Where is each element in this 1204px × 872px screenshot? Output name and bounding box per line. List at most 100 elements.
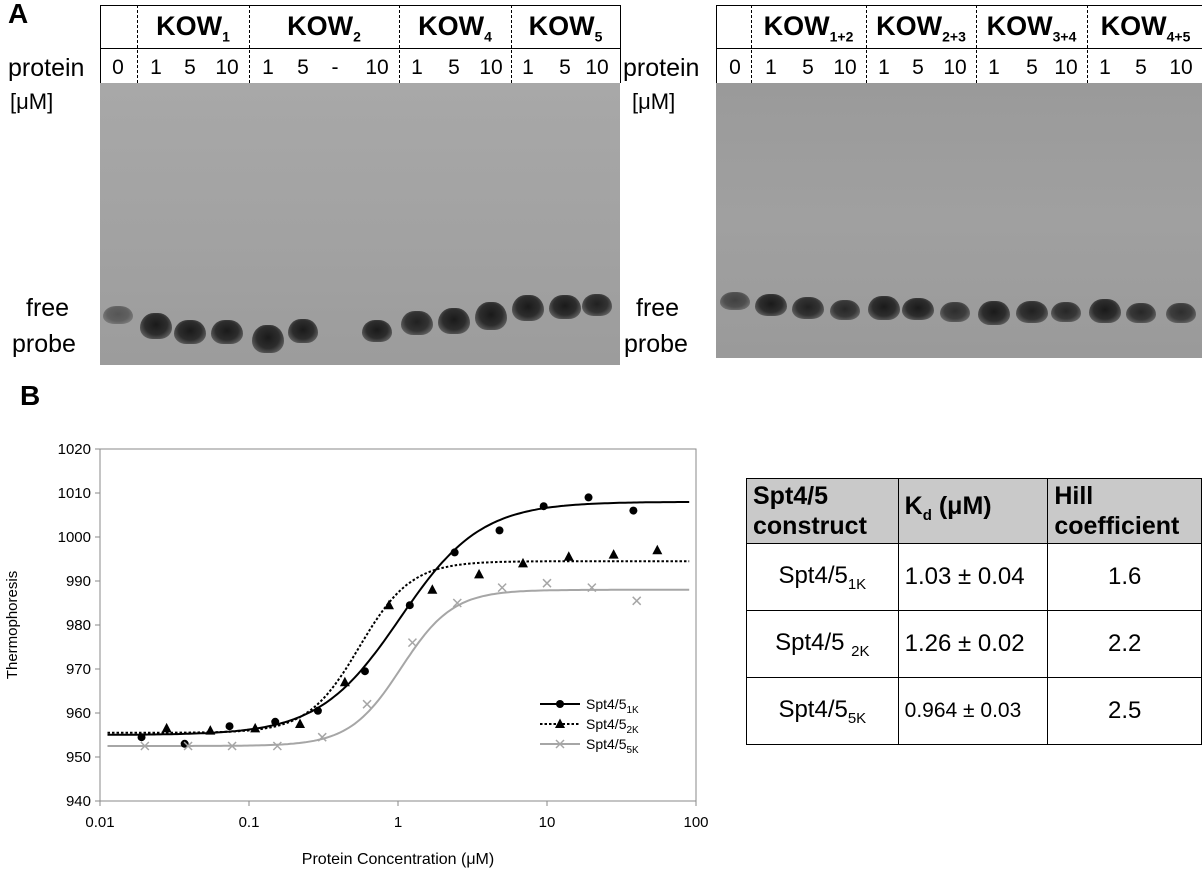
data-point-1k: [313, 706, 322, 715]
lane-label: 1: [988, 56, 1000, 79]
cell-hill: 2.5: [1047, 677, 1202, 745]
x-tick-label: 100: [683, 814, 708, 831]
kd-table-header-row: Spt4/5 construct Kd (μM) Hill coefficient: [746, 478, 1202, 544]
data-point-1k: [584, 493, 593, 502]
data-point-5k: [272, 741, 282, 751]
x-tick-label: 10: [539, 814, 556, 831]
data-point-5k: [542, 578, 552, 588]
data-point-1k: [180, 739, 189, 748]
lane-label: 10: [1169, 56, 1193, 79]
gel-band: [792, 297, 824, 319]
y-tick-label: 960: [66, 705, 91, 722]
cell-kd: 0.964 ± 0.03: [897, 677, 1049, 745]
gel-band: [438, 308, 470, 334]
lane-label: 1: [150, 56, 162, 79]
left-header-kow4: KOW4: [418, 11, 492, 45]
right-probe-label: probe: [624, 330, 688, 358]
lane-label: 1: [765, 56, 777, 79]
gel-band: [401, 311, 433, 335]
x-tick-label: 1: [394, 814, 402, 831]
table-row-1k: Spt4/51K 1.03 ± 0.04 1.6: [746, 543, 1202, 611]
y-tick-label: 1010: [58, 485, 91, 502]
x-tick-label: 0.1: [239, 814, 260, 831]
gel-band: [755, 294, 787, 316]
gel-band: [211, 320, 243, 344]
panel-b-label: B: [20, 380, 41, 411]
lane-label: 10: [215, 56, 239, 79]
lane-label: 1: [522, 56, 534, 79]
gel-band: [1051, 302, 1081, 322]
x-axis-label: Protein Concentration (μM): [302, 851, 494, 868]
lane-label: 1: [878, 56, 890, 79]
gel-band: [288, 319, 318, 343]
right-header-kow4-5: KOW4+5: [1100, 11, 1191, 45]
lane-label: 0: [112, 56, 124, 79]
data-point-5k: [452, 598, 462, 608]
gel-band: [830, 300, 860, 320]
data-point-5k: [497, 583, 507, 593]
data-point-1k: [225, 722, 234, 731]
right-header-kow3-4: KOW3+4: [986, 11, 1077, 45]
data-point-1k: [450, 548, 459, 557]
gel-band: [940, 302, 970, 322]
y-tick-label: 940: [66, 793, 91, 810]
data-point-5k: [183, 741, 193, 751]
y-tick-label: 1000: [58, 529, 91, 546]
gel-band: [1016, 301, 1048, 323]
legend-marker: [555, 718, 565, 728]
lane-label: 1: [1099, 56, 1111, 79]
lane-label: 5: [448, 56, 460, 79]
data-point-2k: [427, 584, 438, 594]
data-point-2k: [161, 722, 172, 733]
data-point-1k: [271, 717, 280, 726]
lane-label: 1: [411, 56, 423, 79]
gel-band: [902, 298, 934, 320]
legend-label: Spt4/51K: [586, 696, 639, 716]
header-construct: Spt4/5 construct: [746, 478, 899, 544]
y-axis-label: Thermophoresis: [4, 571, 21, 679]
panel-a-label: A: [8, 0, 29, 29]
right-free-label: free: [636, 294, 680, 322]
left-header-kow1: KOW1: [156, 11, 230, 45]
data-point-2k: [652, 544, 663, 555]
y-tick-label: 1020: [58, 441, 91, 458]
cell-kd: 1.26 ± 0.02: [897, 610, 1049, 678]
data-point-5k: [362, 699, 372, 709]
lane-label: 1: [262, 56, 274, 79]
lane-label: 5: [297, 56, 309, 79]
data-point-2k: [205, 725, 216, 735]
right-unit-label: [μM]: [632, 89, 676, 114]
data-point-2k: [250, 722, 261, 733]
y-tick-label: 970: [66, 661, 91, 678]
cell-construct: Spt4/51K: [746, 543, 899, 611]
cell-construct: Spt4/5 2K: [746, 610, 899, 678]
data-point-2k: [474, 568, 485, 579]
gel-band: [1166, 303, 1196, 323]
data-point-1k: [629, 506, 638, 515]
lane-label: 5: [559, 56, 571, 79]
lane-label: 5: [184, 56, 196, 79]
lane-label: 10: [1054, 56, 1078, 79]
data-point-2k: [608, 549, 619, 559]
gel-band: [252, 325, 284, 353]
right-header-kow1-2: KOW1+2: [763, 11, 854, 45]
data-point-2k: [339, 676, 350, 687]
data-point-1k: [405, 601, 414, 610]
table-row-5k: Spt4/55K 0.964 ± 0.03 2.5: [746, 677, 1202, 745]
y-tick-label: 990: [66, 573, 91, 590]
gel-band: [720, 292, 750, 310]
gel-band: [549, 295, 581, 319]
right-gel-image: [716, 83, 1202, 358]
gel-band: [103, 306, 133, 324]
left-header-kow5: KOW5: [528, 11, 603, 45]
gel-band: [978, 301, 1010, 325]
lane-label: 10: [365, 56, 389, 79]
gel-band: [582, 294, 612, 316]
cell-hill: 2.2: [1047, 610, 1202, 678]
legend-marker: [556, 700, 564, 708]
y-tick-label: 980: [66, 617, 91, 634]
lane-label: 5: [1026, 56, 1038, 79]
data-point-2k: [383, 599, 394, 610]
lane-label: 5: [1135, 56, 1147, 79]
data-point-2k: [563, 551, 574, 561]
